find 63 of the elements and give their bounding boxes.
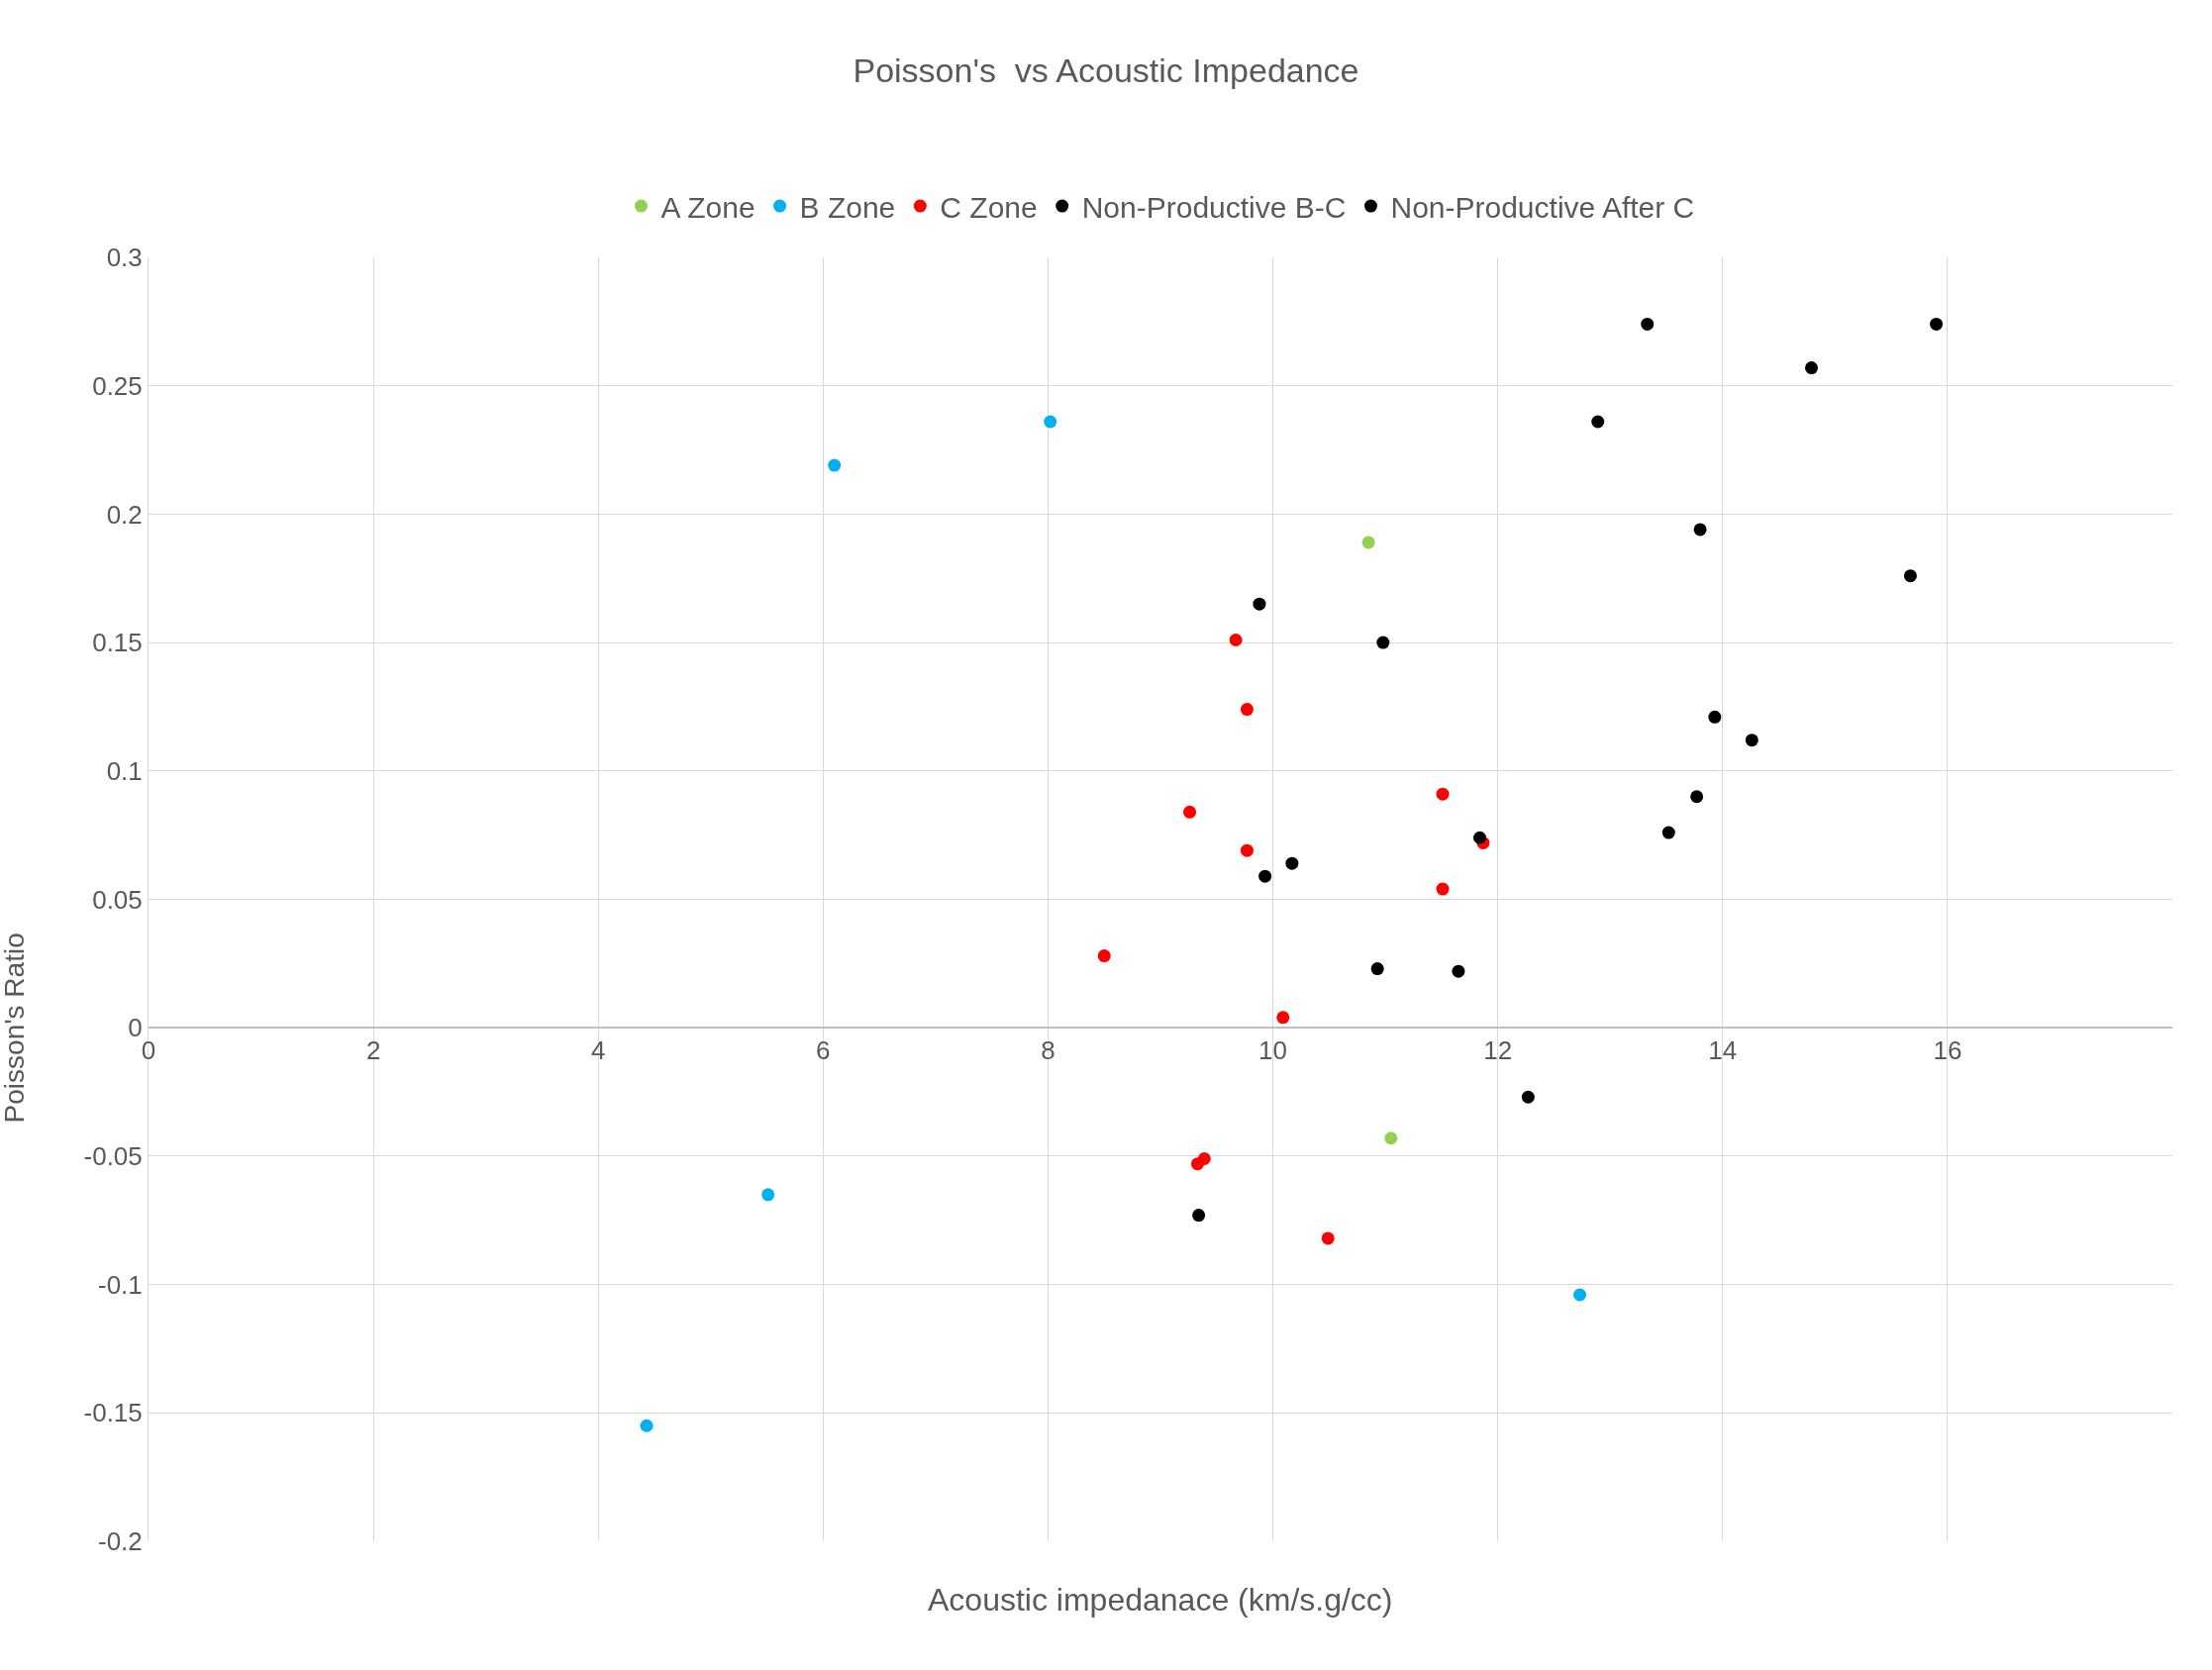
y-axis-title: Poisson's Ratio [0, 933, 30, 1124]
point [1690, 790, 1704, 804]
y-tick-label: -0.05 [83, 1141, 143, 1171]
point [1745, 734, 1759, 747]
y-tick-label: 0.3 [106, 243, 143, 273]
x-tick-label: 4 [590, 1035, 606, 1066]
x-tick-label: 10 [1258, 1035, 1288, 1066]
point [761, 1188, 775, 1202]
point [1452, 964, 1465, 978]
point [828, 458, 842, 472]
point [1376, 636, 1390, 649]
point [1661, 826, 1675, 839]
point [1190, 1157, 1204, 1171]
point [1258, 869, 1272, 883]
point [1436, 787, 1450, 801]
y-tick-label: 0.25 [92, 370, 143, 401]
point [1229, 634, 1243, 646]
point [1903, 569, 1917, 583]
point [1097, 949, 1111, 963]
point [1044, 415, 1057, 429]
point [1285, 856, 1299, 870]
y-tick-label: 0.1 [106, 755, 143, 786]
point [1183, 805, 1197, 819]
point [1253, 597, 1266, 611]
y-tick-label: 0.2 [106, 499, 143, 530]
point [1321, 1231, 1335, 1245]
point [1693, 523, 1707, 537]
chart-title: Poisson's vs Acoustic Impedance [853, 50, 1359, 89]
x-tick-label: 2 [365, 1035, 381, 1066]
point [1591, 415, 1605, 429]
point [1192, 1209, 1206, 1223]
y-tick-label: -0.15 [83, 1398, 143, 1428]
x-axis-title: Acoustic impedanace (km/s.g/cc) [928, 1582, 1393, 1618]
y-tick-label: -0.2 [97, 1526, 143, 1557]
legend-label: B Zone [799, 190, 896, 224]
point [1521, 1090, 1535, 1104]
point [1384, 1131, 1398, 1145]
point [1573, 1288, 1587, 1302]
legend-label: Non-Productive After C [1390, 190, 1695, 224]
x-tick-label: 6 [816, 1035, 831, 1066]
x-tick-label: 14 [1708, 1035, 1738, 1066]
x-tick-label: 16 [1933, 1035, 1962, 1066]
x-tick-label: 8 [1041, 1035, 1056, 1066]
legend-label: Non-Productive B-C [1081, 190, 1347, 224]
x-tick-label: 12 [1483, 1035, 1513, 1066]
point [1240, 703, 1254, 717]
y-tick-label: 0.05 [92, 884, 143, 915]
point [1805, 361, 1818, 375]
point [1361, 536, 1375, 549]
y-tick-label: 0 [128, 1013, 143, 1043]
point [1930, 317, 1944, 331]
point [1240, 843, 1254, 857]
y-tick-label: -0.1 [97, 1269, 143, 1300]
legend-label: A Zone [660, 190, 755, 224]
y-tick-label: 0.15 [92, 628, 143, 658]
point [1641, 317, 1655, 331]
point [1708, 710, 1722, 724]
point [640, 1419, 654, 1432]
point [1436, 882, 1450, 896]
point [1276, 1011, 1290, 1025]
legend-label: C Zone [940, 190, 1038, 224]
point [1370, 962, 1384, 976]
point [1473, 831, 1486, 844]
